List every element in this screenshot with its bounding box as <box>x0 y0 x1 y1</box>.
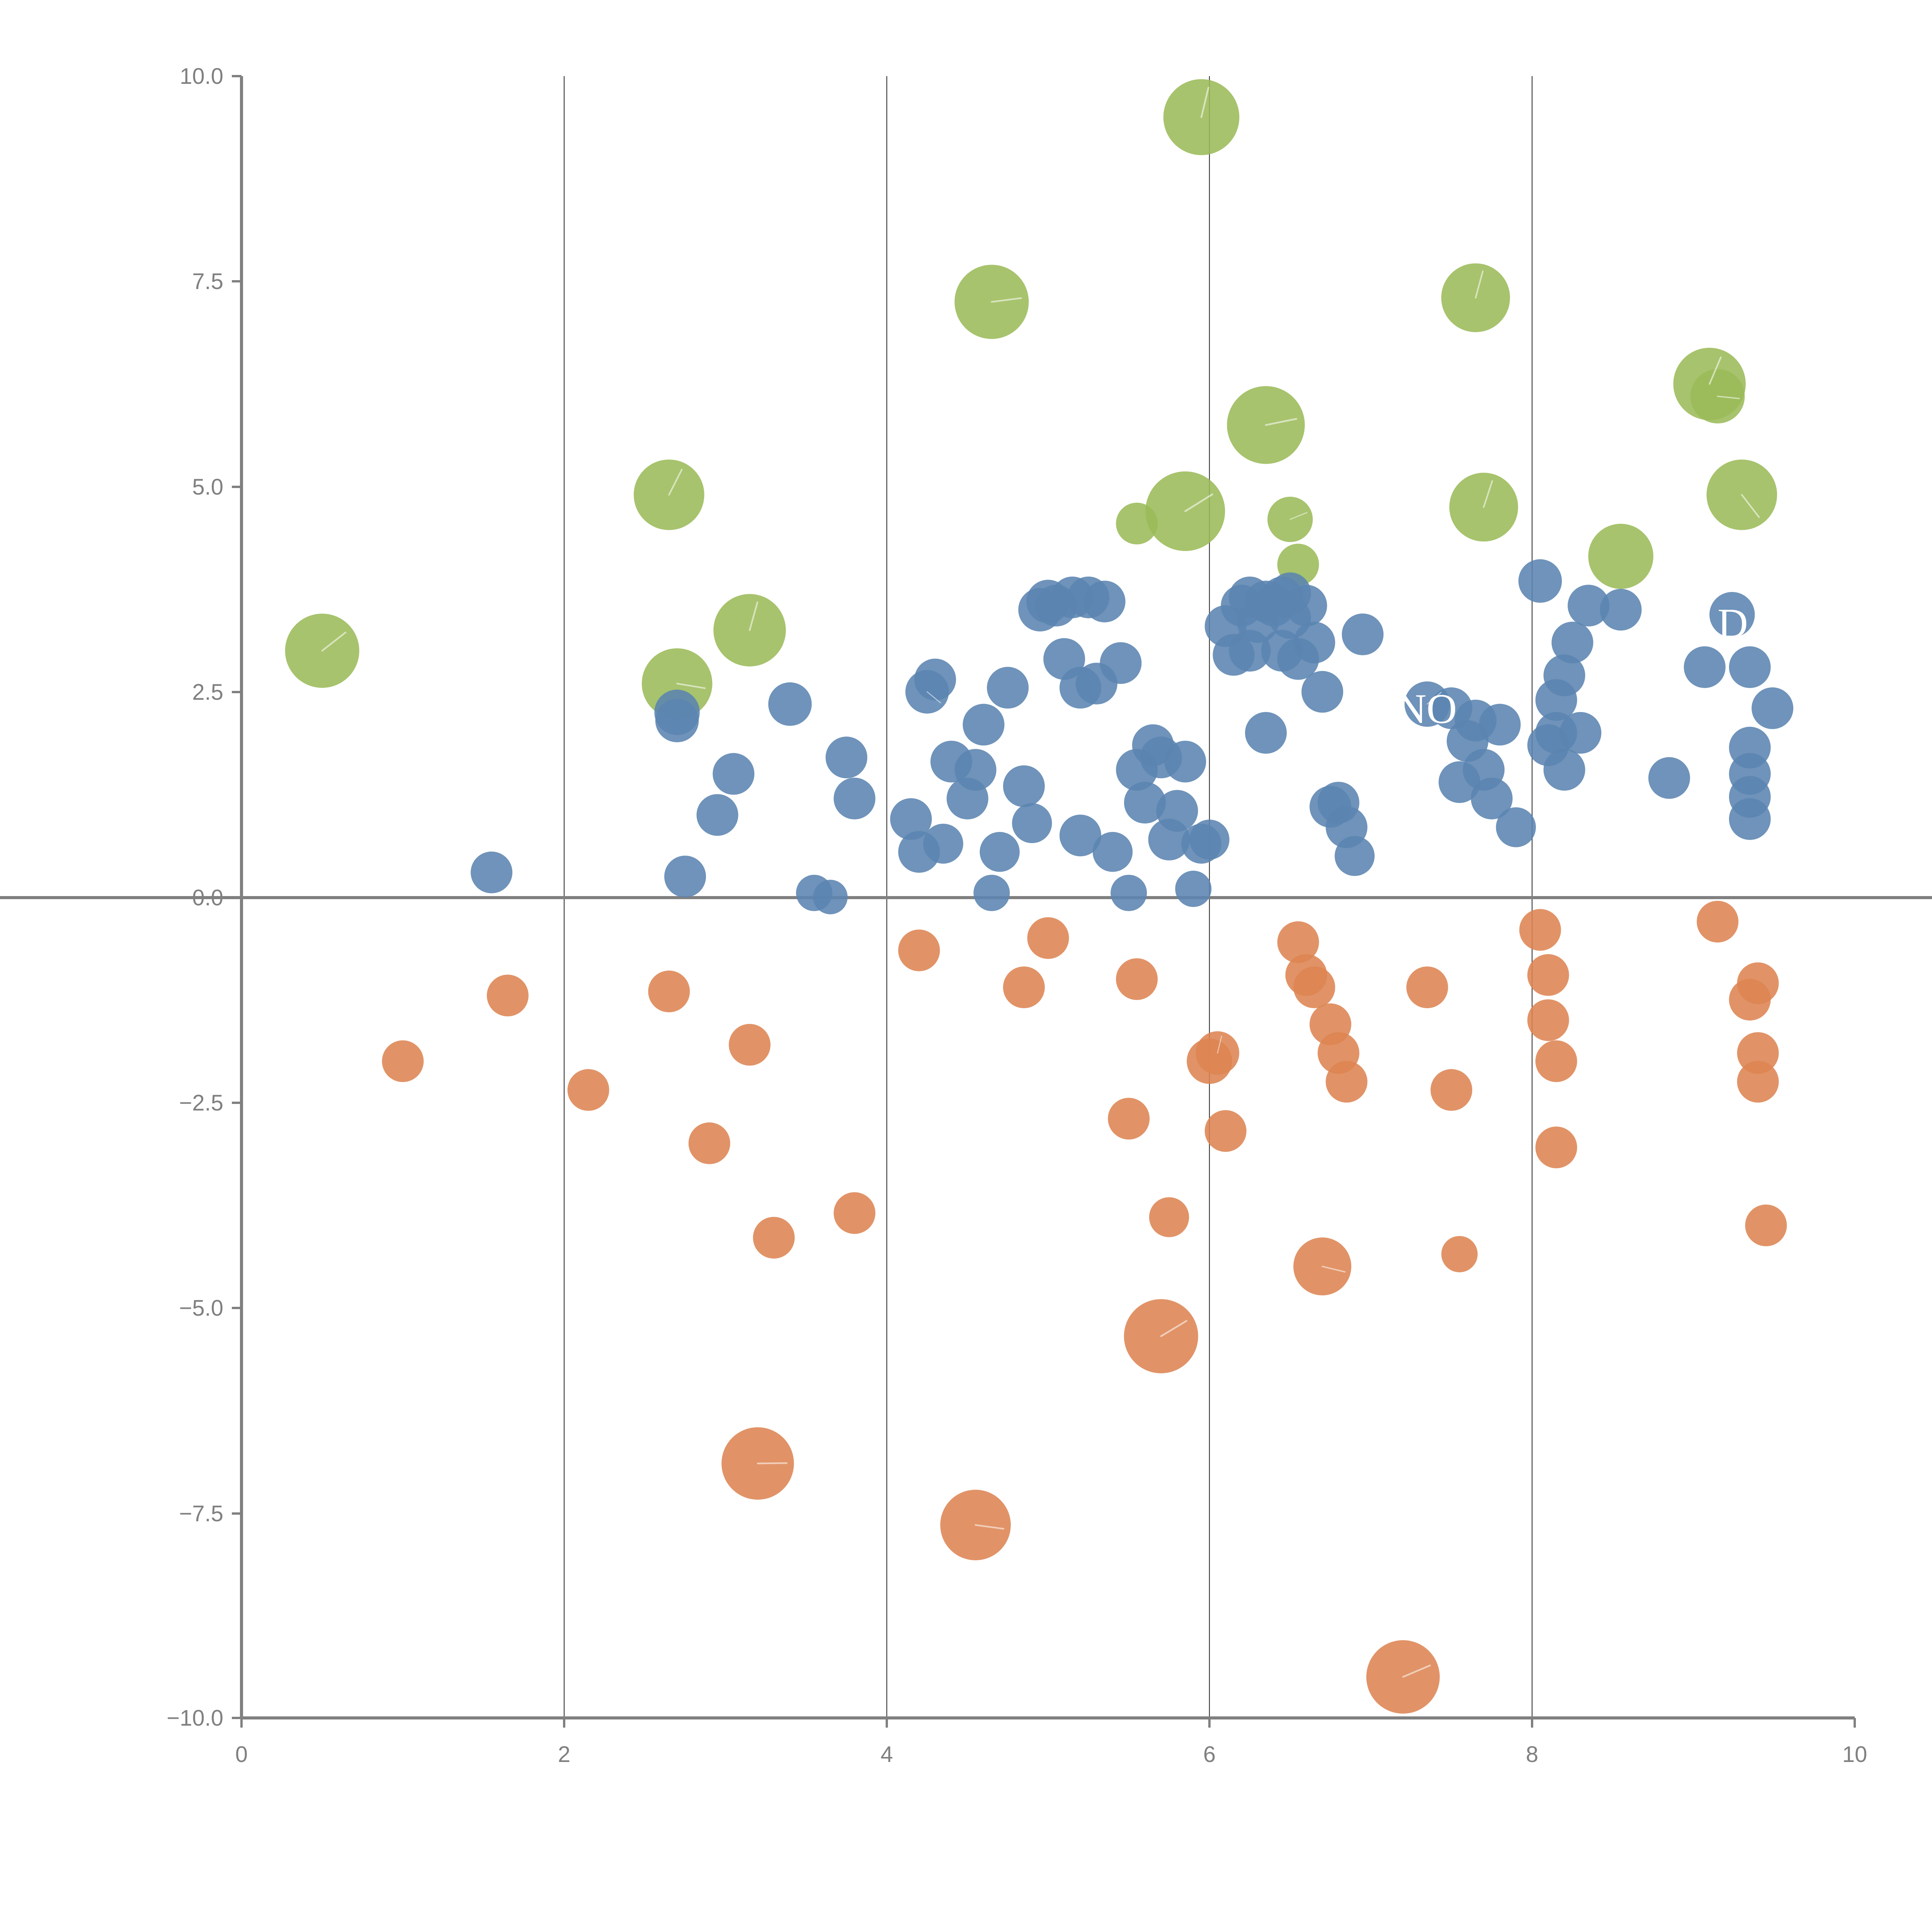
svg-text:0: 0 <box>235 1742 248 1767</box>
svg-text:7.5: 7.5 <box>192 269 223 294</box>
svg-text:10.0: 10.0 <box>180 64 223 89</box>
svg-text:4: 4 <box>881 1742 893 1767</box>
svg-text:−2.5: −2.5 <box>179 1090 224 1116</box>
svg-text:10: 10 <box>1842 1742 1867 1767</box>
svg-text:5.0: 5.0 <box>192 474 223 500</box>
svg-text:DATA: DATA <box>1718 600 1827 647</box>
svg-text:−10.0: −10.0 <box>167 1706 223 1731</box>
svg-text:NO: NO <box>1396 685 1457 732</box>
svg-text:−5.0: −5.0 <box>179 1296 224 1321</box>
svg-text:8: 8 <box>1526 1742 1538 1767</box>
svg-text:−7.5: −7.5 <box>179 1501 224 1526</box>
svg-text:6: 6 <box>1203 1742 1216 1767</box>
svg-text:2.5: 2.5 <box>192 680 223 705</box>
svg-text:0.0: 0.0 <box>192 885 223 910</box>
svg-text:2: 2 <box>558 1742 570 1767</box>
